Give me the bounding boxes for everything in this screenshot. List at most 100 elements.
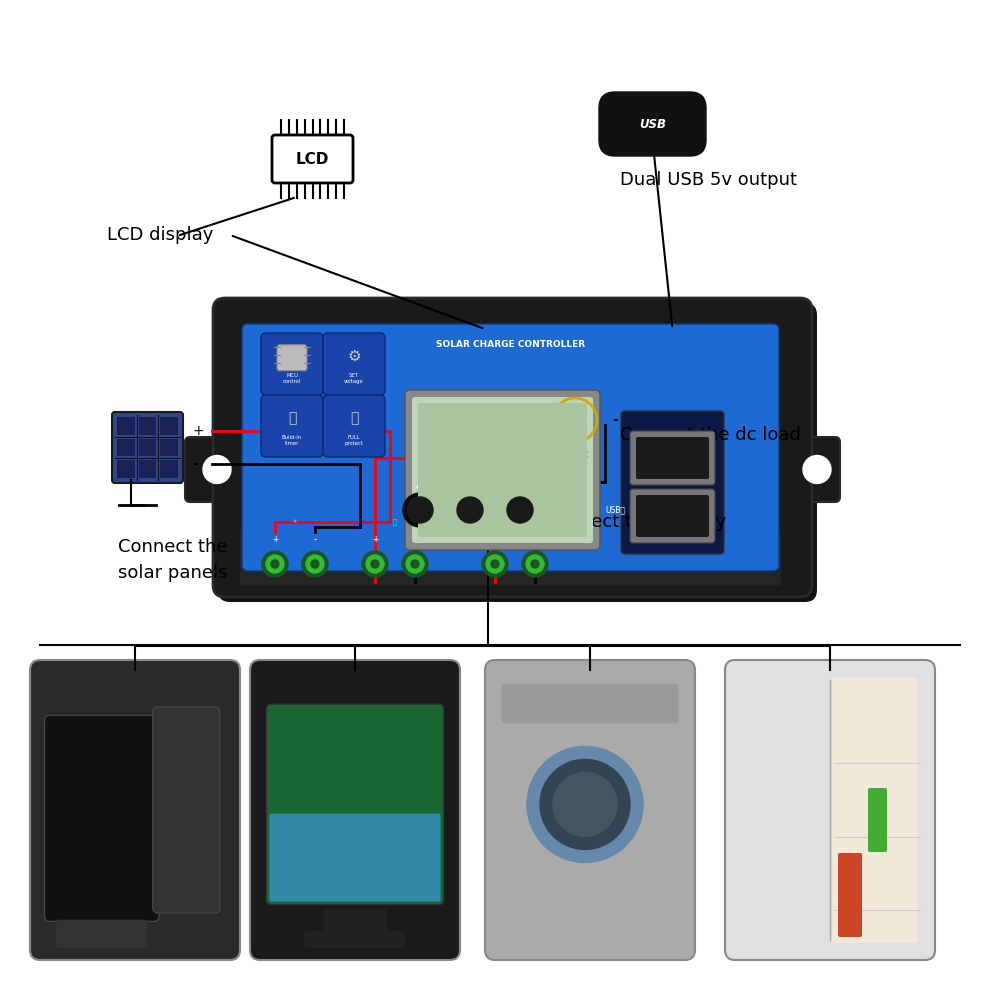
FancyBboxPatch shape xyxy=(218,303,817,602)
FancyBboxPatch shape xyxy=(451,469,524,529)
Circle shape xyxy=(362,551,388,577)
Circle shape xyxy=(403,493,437,527)
FancyBboxPatch shape xyxy=(832,677,918,943)
FancyBboxPatch shape xyxy=(785,437,840,502)
Text: -: - xyxy=(501,444,507,458)
Bar xyxy=(160,460,178,478)
Text: Connect the dc load: Connect the dc load xyxy=(620,426,801,444)
Circle shape xyxy=(306,555,324,573)
FancyBboxPatch shape xyxy=(418,403,587,537)
FancyBboxPatch shape xyxy=(266,704,444,905)
Circle shape xyxy=(526,555,544,573)
FancyBboxPatch shape xyxy=(636,495,709,537)
FancyBboxPatch shape xyxy=(324,908,386,948)
Text: ▽: ▽ xyxy=(517,483,523,491)
Text: ☀: ☀ xyxy=(292,519,298,525)
Circle shape xyxy=(371,560,379,568)
Circle shape xyxy=(406,555,424,573)
Text: -: - xyxy=(313,536,317,544)
FancyBboxPatch shape xyxy=(239,528,782,586)
FancyBboxPatch shape xyxy=(485,660,695,960)
Circle shape xyxy=(366,555,384,573)
FancyBboxPatch shape xyxy=(599,92,706,156)
Text: +: + xyxy=(372,536,378,544)
Bar xyxy=(160,417,178,435)
FancyBboxPatch shape xyxy=(502,478,516,520)
Text: LCD display: LCD display xyxy=(107,226,213,244)
Circle shape xyxy=(507,497,533,523)
Text: -: - xyxy=(413,536,417,544)
Text: SOLAR CHARGE CONTROLLER: SOLAR CHARGE CONTROLLER xyxy=(436,340,585,349)
Circle shape xyxy=(271,560,279,568)
FancyBboxPatch shape xyxy=(636,437,709,479)
FancyBboxPatch shape xyxy=(153,707,220,913)
FancyBboxPatch shape xyxy=(242,324,779,571)
FancyBboxPatch shape xyxy=(56,920,148,948)
Text: -: - xyxy=(612,413,618,427)
Circle shape xyxy=(491,560,499,568)
FancyBboxPatch shape xyxy=(261,395,323,457)
Text: +: + xyxy=(492,536,498,544)
Text: ⚡: ⚡ xyxy=(513,519,517,525)
Circle shape xyxy=(407,497,433,523)
Text: 🕐: 🕐 xyxy=(288,411,296,425)
Bar xyxy=(160,439,178,456)
Text: Dual USB 5v output: Dual USB 5v output xyxy=(620,171,797,189)
Circle shape xyxy=(486,555,504,573)
Text: +: + xyxy=(462,444,474,458)
Text: ▲: ▲ xyxy=(467,483,473,491)
Text: +: + xyxy=(192,424,204,438)
FancyBboxPatch shape xyxy=(304,931,406,948)
FancyBboxPatch shape xyxy=(630,431,715,485)
Text: +: + xyxy=(272,536,278,544)
Circle shape xyxy=(203,456,231,484)
Text: Connect the battery: Connect the battery xyxy=(545,513,726,531)
Bar xyxy=(117,417,135,435)
Text: USB: USB xyxy=(639,117,666,130)
Text: 🔋: 🔋 xyxy=(393,519,397,525)
Bar xyxy=(117,460,135,478)
FancyBboxPatch shape xyxy=(459,478,473,520)
FancyBboxPatch shape xyxy=(868,788,887,852)
Circle shape xyxy=(531,560,539,568)
Circle shape xyxy=(527,746,643,862)
FancyBboxPatch shape xyxy=(488,478,502,520)
FancyBboxPatch shape xyxy=(323,395,385,457)
FancyBboxPatch shape xyxy=(277,345,307,371)
Circle shape xyxy=(553,772,617,836)
Text: -: - xyxy=(192,457,198,471)
Text: USB🔌: USB🔌 xyxy=(605,506,625,514)
Text: Connect the
solar panels: Connect the solar panels xyxy=(118,538,228,582)
FancyBboxPatch shape xyxy=(45,715,159,921)
FancyBboxPatch shape xyxy=(261,333,323,395)
FancyBboxPatch shape xyxy=(250,660,460,960)
FancyBboxPatch shape xyxy=(725,660,935,960)
Circle shape xyxy=(453,493,487,527)
FancyBboxPatch shape xyxy=(473,461,495,475)
Text: -: - xyxy=(533,536,537,544)
Circle shape xyxy=(540,759,630,849)
FancyBboxPatch shape xyxy=(501,684,678,723)
Text: LCD: LCD xyxy=(296,151,329,166)
Circle shape xyxy=(457,497,483,523)
Circle shape xyxy=(302,551,328,577)
Bar xyxy=(117,439,135,456)
Text: SET
voltage: SET voltage xyxy=(344,373,364,384)
FancyBboxPatch shape xyxy=(838,853,862,937)
FancyBboxPatch shape xyxy=(112,412,183,483)
Text: MCU
control: MCU control xyxy=(283,373,301,384)
Text: ⬅: ⬅ xyxy=(416,483,424,491)
Circle shape xyxy=(311,560,319,568)
Circle shape xyxy=(266,555,284,573)
Bar xyxy=(139,439,156,456)
FancyBboxPatch shape xyxy=(323,333,385,395)
Circle shape xyxy=(522,551,548,577)
Circle shape xyxy=(503,493,537,527)
FancyBboxPatch shape xyxy=(272,135,353,183)
Circle shape xyxy=(482,551,508,577)
FancyBboxPatch shape xyxy=(630,489,715,543)
Circle shape xyxy=(402,551,428,577)
Text: FULL
protect: FULL protect xyxy=(345,435,364,446)
FancyBboxPatch shape xyxy=(269,814,441,902)
FancyBboxPatch shape xyxy=(405,390,600,550)
